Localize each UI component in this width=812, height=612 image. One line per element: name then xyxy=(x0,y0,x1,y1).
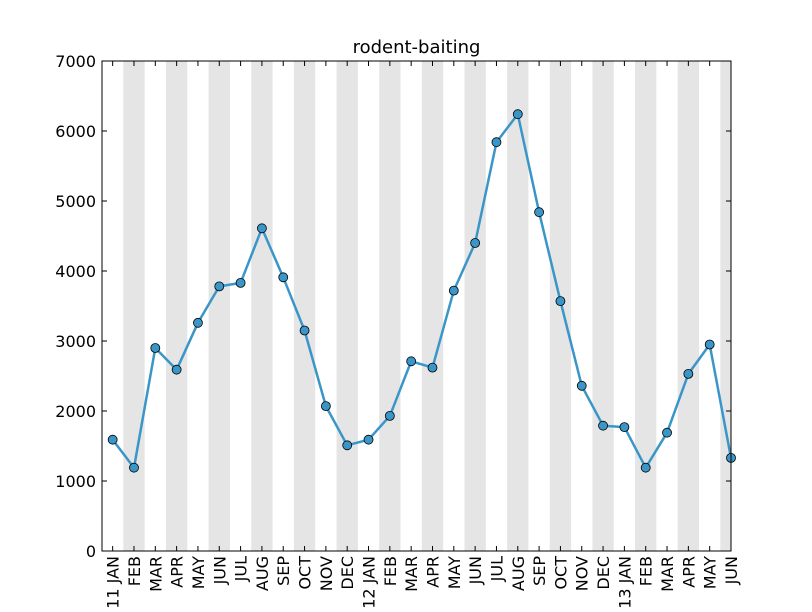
data-point xyxy=(406,356,417,367)
month-band xyxy=(507,61,529,551)
x-tick-label: JUN xyxy=(722,556,741,585)
y-tick-label: 5000 xyxy=(55,192,96,211)
x-tick-label: APR xyxy=(679,556,698,588)
data-point xyxy=(363,434,374,445)
y-tick-label: 0 xyxy=(86,542,96,561)
data-point xyxy=(534,207,545,218)
data-point xyxy=(470,238,481,248)
x-tick-label: MAY xyxy=(445,556,464,590)
x-tick-label: FEB xyxy=(381,556,400,586)
x-tick-label: FEB xyxy=(125,556,144,586)
data-point xyxy=(555,296,566,307)
data-point xyxy=(619,422,630,433)
x-tick-label: DEC xyxy=(338,556,357,590)
data-point xyxy=(512,109,523,120)
x-tick-label: APR xyxy=(423,556,442,588)
x-tick-label: 12 JAN xyxy=(360,556,379,609)
month-band xyxy=(635,61,657,551)
y-tick-label: 7000 xyxy=(55,52,96,71)
data-point xyxy=(214,281,225,292)
data-point xyxy=(576,380,587,391)
chart-title: rodent-baiting xyxy=(353,37,481,58)
data-point xyxy=(278,272,289,283)
y-tick-labels: 0 1000 2000 3000 4000 5000 6000 7000 xyxy=(55,52,96,561)
y-tick-label: 1000 xyxy=(55,472,96,491)
x-tick-label: NOV xyxy=(317,556,336,591)
month-bands xyxy=(123,61,731,551)
data-point xyxy=(384,410,395,421)
data-point xyxy=(342,440,353,451)
month-band xyxy=(677,61,700,551)
month-band xyxy=(165,61,188,551)
y-tick-label: 4000 xyxy=(55,262,96,281)
data-point xyxy=(235,277,246,288)
data-point xyxy=(491,137,502,148)
data-point xyxy=(683,368,694,379)
data-point xyxy=(257,223,267,234)
x-tick-label: SEP xyxy=(274,556,293,586)
x-tick-label: 13 JAN xyxy=(615,556,634,609)
x-tick-label: JUN xyxy=(466,556,485,585)
x-tick-label: JUL xyxy=(487,556,506,582)
data-point xyxy=(150,343,161,353)
x-tick-label: 11 JAN xyxy=(104,556,123,609)
data-points xyxy=(107,109,736,473)
data-point xyxy=(704,339,715,350)
data-point xyxy=(320,401,331,412)
month-band xyxy=(421,61,444,551)
data-point xyxy=(107,434,118,445)
month-band xyxy=(208,61,230,551)
month-band xyxy=(336,61,358,551)
x-tick-label: MAY xyxy=(189,556,208,590)
x-tick-label: JUN xyxy=(210,556,229,585)
month-band xyxy=(293,61,316,551)
x-tick-label: APR xyxy=(168,556,187,588)
month-band xyxy=(592,61,614,551)
y-tick-label: 2000 xyxy=(55,402,96,421)
y-tick-label: 3000 xyxy=(55,332,96,351)
data-point xyxy=(448,285,459,296)
data-point xyxy=(193,317,203,328)
y-tick-label: 6000 xyxy=(55,122,96,141)
data-point xyxy=(299,325,310,336)
data-point xyxy=(640,462,651,473)
x-tick-label: MAR xyxy=(146,556,165,592)
x-tick-labels: 11 JAN FEB MAR APR MAY JUN JUL AUG SEP OCT NOV DEC 1… xyxy=(104,556,741,609)
month-band xyxy=(251,61,273,551)
series-line xyxy=(111,112,733,469)
x-tick-label: OCT xyxy=(296,556,315,590)
x-tick-label: AUG xyxy=(509,556,528,591)
month-band xyxy=(123,61,145,551)
x-tick-label: MAR xyxy=(658,556,677,592)
month-band xyxy=(720,61,731,551)
month-band xyxy=(379,61,401,551)
axis-ticks xyxy=(102,60,732,552)
x-tick-label: DEC xyxy=(594,556,613,590)
x-tick-label: NOV xyxy=(573,556,592,591)
x-tick-label: OCT xyxy=(551,556,570,590)
x-tick-label: JUL xyxy=(232,556,251,582)
x-tick-label: SEP xyxy=(530,556,549,586)
data-point xyxy=(129,462,139,473)
plot-frame xyxy=(101,60,732,552)
data-point xyxy=(171,364,182,375)
data-point xyxy=(598,420,608,431)
x-tick-label: AUG xyxy=(253,556,272,591)
data-point xyxy=(662,427,672,438)
month-band xyxy=(464,61,486,551)
data-point xyxy=(427,362,438,373)
x-tick-label: FEB xyxy=(637,556,656,586)
x-tick-label: MAR xyxy=(402,556,421,592)
x-tick-label: MAY xyxy=(701,556,720,590)
